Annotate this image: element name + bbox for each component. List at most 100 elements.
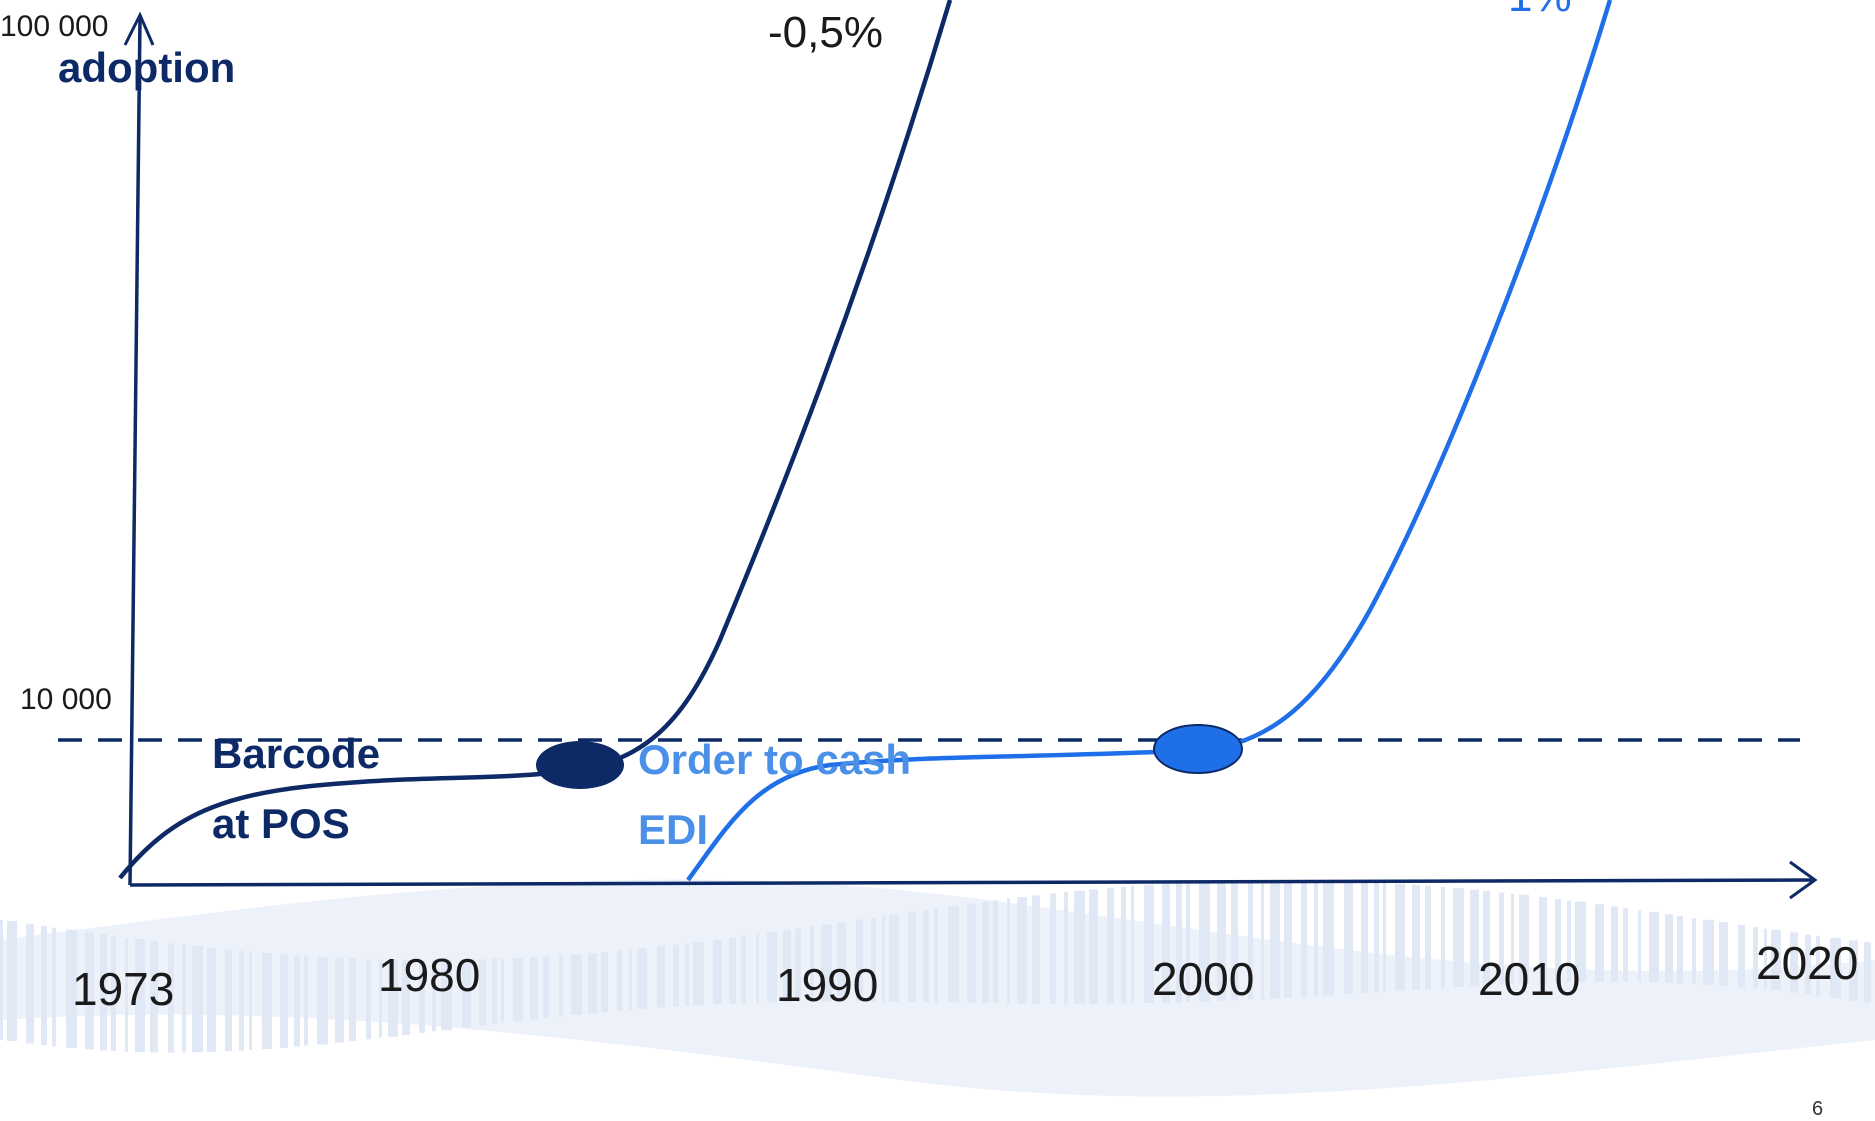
watermark-bar [1323,880,1334,996]
watermark-bar [1830,937,1841,998]
watermark-bar [1511,893,1514,984]
watermark-bar [501,958,504,1023]
watermark-bar [729,937,736,1004]
watermark-bar [1692,918,1696,985]
watermark-bar [111,935,116,1052]
watermark-bar [1453,888,1464,988]
watermark-bar [225,949,232,1052]
watermark-bar [1074,890,1085,1004]
watermark-bar [1199,881,1210,1002]
watermark-bar [767,932,777,1003]
barcode-annotation: -0,5% [768,8,883,57]
watermark-bar [530,957,538,1020]
watermark-bar [1816,935,1820,996]
x-axis [129,878,1816,887]
watermark-bar [52,927,56,1047]
watermark-bar [1301,880,1307,997]
watermark-bar [1764,928,1767,990]
watermark-bar [1017,897,1027,1004]
watermark-bar [657,946,665,1008]
watermark-bar [1144,884,1154,1004]
watermark-bar [1575,901,1586,982]
watermark-bar [85,932,94,1050]
series-line-barcode [118,0,953,880]
y-tick-100000: 100 000 [0,10,109,43]
watermark-bar [1383,882,1386,992]
barcode-label-line1: Barcode [212,730,381,777]
watermark-bar [125,937,128,1052]
watermark-bar [304,956,308,1046]
edi-label-line1: Order to cash [638,736,912,783]
watermark-bar [479,959,486,1026]
watermark-bar [637,948,647,1009]
edi-annotation: 1% [1508,0,1572,22]
watermark-bar [168,943,174,1053]
watermark-bar [1665,914,1673,983]
watermark-bar [1121,886,1126,1004]
watermark-bar [1050,893,1056,1004]
watermark-bar [1032,895,1040,1004]
watermark-bar [601,951,608,1012]
watermark-bar [1470,889,1479,987]
watermark-bar [693,942,704,1006]
watermark-bar [513,957,523,1022]
watermark-bar [1499,892,1504,985]
watermark-bar [1374,882,1379,993]
watermark-bar [239,950,244,1051]
watermark-bar [1217,881,1226,1001]
watermark-bar [1719,922,1728,986]
edi-label-line2: EDI [638,806,709,853]
watermark-bar [349,958,356,1042]
watermark-bar [1771,929,1781,991]
milestone-barcode [536,741,624,789]
watermark-bar [317,956,328,1045]
watermark-bar [41,926,47,1046]
watermark-bar [571,954,582,1015]
watermark-bar [1753,927,1758,989]
watermark-bar [1864,942,1871,1004]
y-tick-10000: 10 000 [20,683,112,716]
watermark-bar [1344,881,1353,995]
watermark-bar [871,917,876,1002]
watermark-bar [441,959,452,1031]
x-tick-2020: 2020 [1756,937,1859,989]
watermark-bar [402,959,410,1036]
watermark-bar [419,959,425,1033]
watermark-bar [1107,887,1114,1004]
watermark-bar [1270,880,1280,999]
watermark-bar [1186,882,1190,1003]
watermark-bar [388,959,398,1037]
watermark-bar [713,939,722,1005]
watermark-bar [26,923,34,1044]
watermark-bar [1131,885,1134,1004]
watermark-bar [150,941,158,1053]
x-tick-2000: 2000 [1152,953,1255,1005]
watermark-bar [294,955,300,1047]
watermark-bar [462,959,471,1028]
watermark-bar [856,919,863,1002]
watermark-bar [741,935,746,1004]
watermark-bar [1483,890,1490,986]
watermark-bar [1176,882,1182,1003]
watermark-bar [543,956,549,1018]
watermark-bar [192,946,203,1053]
watermark-bar [1441,886,1445,988]
watermark-bar [1805,934,1811,995]
watermark-bar [908,911,916,1002]
watermark-bar [1007,898,1010,1004]
x-tick-2010: 2010 [1478,953,1581,1005]
watermark-bar [1519,894,1529,984]
watermark-bar [1849,940,1858,1001]
watermark-bar [1638,910,1641,983]
watermark-bar [7,921,17,1042]
watermark-bar [967,903,976,1003]
x-axis-arrow [1789,860,1818,900]
watermark-bar [379,959,382,1038]
watermark-bar [810,926,814,1002]
watermark-bar [182,944,186,1053]
watermark-bar [1677,915,1683,984]
watermark-bar [837,922,846,1002]
watermark-bar [1231,880,1238,1001]
watermark-bar [1412,884,1420,990]
watermark-bar [1284,880,1292,998]
